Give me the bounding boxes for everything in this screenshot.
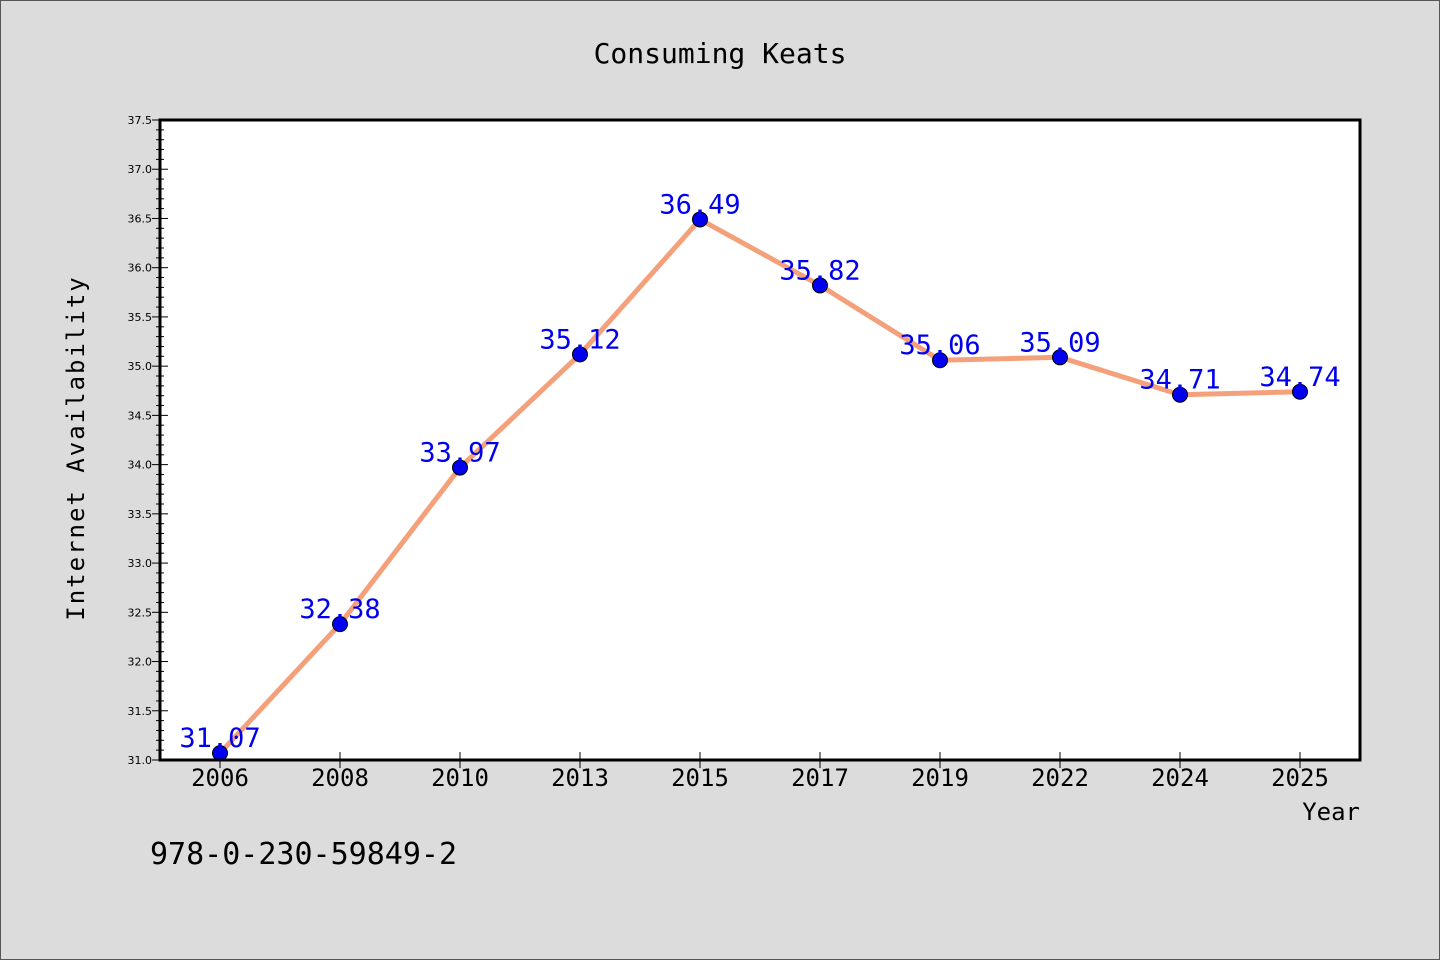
data-point	[452, 459, 468, 476]
data-point	[1052, 349, 1068, 366]
data-label: 35.06	[899, 330, 980, 361]
data-label: 32.38	[299, 594, 380, 625]
plot-area	[160, 120, 1360, 760]
x-tick-label: 2024	[1151, 764, 1209, 792]
data-point	[692, 211, 708, 228]
x-tick-label: 2013	[551, 764, 609, 792]
y-tick-label: 36.5	[128, 212, 153, 225]
y-tick-label: 32.5	[128, 606, 153, 619]
x-tick-label: 2022	[1031, 764, 1089, 792]
y-tick-label: 35.5	[128, 311, 153, 324]
data-label: 35.82	[779, 255, 860, 286]
x-tick-label: 2019	[911, 764, 969, 792]
data-point	[932, 352, 948, 369]
data-point	[1172, 386, 1188, 403]
y-tick-label: 34.0	[128, 459, 153, 472]
data-point	[812, 277, 828, 294]
data-point	[1292, 383, 1308, 400]
data-label: 33.97	[419, 438, 500, 469]
plot-frame	[158, 118, 1362, 762]
x-tick-label: 2025	[1271, 764, 1329, 792]
y-tick-label: 31.5	[128, 705, 153, 718]
x-tick-label: 2006	[191, 764, 249, 792]
data-label: 35.12	[539, 324, 620, 355]
x-axis-label: Year	[1302, 798, 1360, 826]
y-axis-label: Internet Availability	[62, 275, 90, 620]
data-point	[332, 616, 348, 633]
y-tick-label: 37.0	[128, 163, 153, 176]
data-label: 31.07	[179, 723, 260, 754]
y-tick-label: 35.0	[128, 360, 153, 373]
y-tick-label: 37.5	[128, 114, 153, 127]
data-point	[572, 346, 588, 363]
y-tick-label: 32.0	[128, 656, 153, 669]
x-tick-label: 2010	[431, 764, 489, 792]
data-label: 36.49	[659, 189, 740, 220]
x-tick-label: 2008	[311, 764, 369, 792]
y-tick-label: 34.5	[128, 409, 153, 422]
x-tick-label: 2015	[671, 764, 729, 792]
data-label: 34.74	[1259, 362, 1340, 393]
y-tick-label: 33.5	[128, 508, 153, 521]
chart-title: Consuming Keats	[594, 37, 847, 70]
y-tick-label: 33.0	[128, 557, 153, 570]
x-tick-label: 2017	[791, 764, 849, 792]
y-tick-label: 31.0	[128, 754, 153, 767]
y-axis-ticks: 31.0 31.5 32.0 32.5 33.0 33.5 34.0 34.5 35.0 35.5…	[128, 114, 168, 767]
isbn-text: 978-0-230-59849-2	[150, 837, 457, 872]
data-label: 35.09	[1019, 327, 1100, 358]
series-line	[217, 216, 1303, 756]
series-group: 31.07 32.38 33.97 35.12 36.49 35.82 35.06 35.09…	[179, 189, 1341, 762]
y-tick-label: 36.0	[128, 262, 153, 275]
data-label: 34.71	[1139, 365, 1220, 396]
